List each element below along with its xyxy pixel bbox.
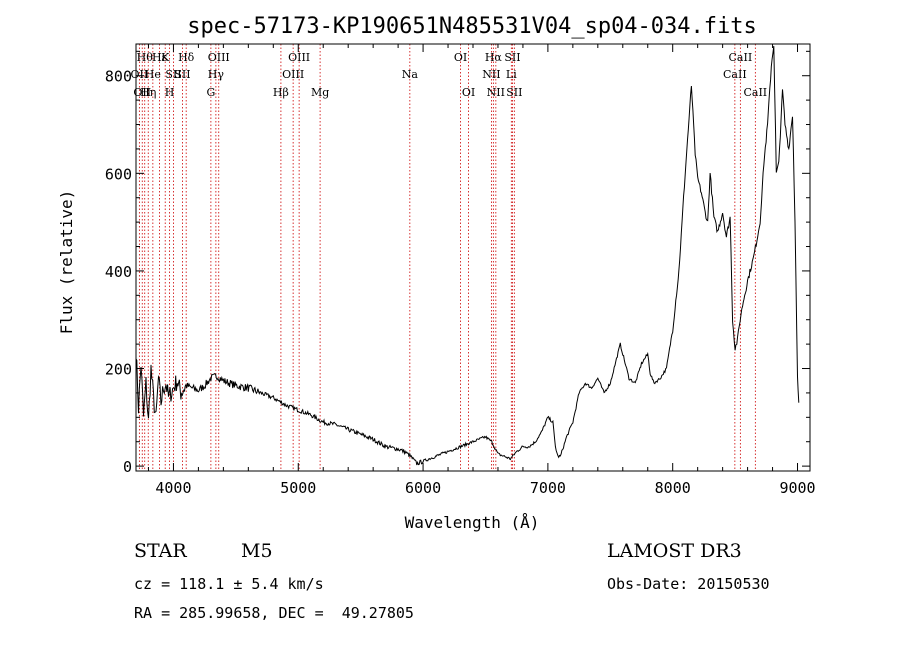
x-tick-label: 6000 [405,479,441,497]
line-marker-label: OI [454,51,467,64]
x-tick-label: 5000 [280,479,316,497]
y-tick-label: 0 [123,458,132,476]
line-marker-label: OII [131,68,149,81]
line-marker-label: SII [165,68,181,81]
line-marker-label: Na [402,68,419,81]
x-tick-label: 9000 [779,479,815,497]
coordinates: RA = 285.99658, DEC = 49.27805 [134,604,414,622]
line-marker-label: He [145,68,161,81]
line-marker-label: Hθ [137,51,154,64]
line-marker-label: Hα [485,51,503,64]
y-tick-label: 800 [105,68,132,86]
line-marker-label: Hδ [178,51,195,64]
y-tick-label: 600 [105,165,132,183]
y-tick-label: 200 [105,361,132,379]
x-axis-label: Wavelength (Å) [405,513,540,532]
object-type: STAR [134,540,187,562]
line-marker-label: SII [504,51,520,64]
x-tick-label: 7000 [530,479,566,497]
spectrum-layer [135,46,800,466]
line-marker-label: Mg [311,86,329,99]
line-marker-label: Hη [140,86,156,99]
line-marker-label: OIII [288,51,310,64]
line-marker-label: SII [174,68,190,81]
line-marker-label: SII [506,86,522,99]
line-marker-label: OIII [282,68,304,81]
line-marker-label: CaII [729,51,753,64]
line-marker-label: H [165,86,175,99]
line-marker-label: CaII [743,86,767,99]
y-axis-label: Flux (relative) [57,190,76,335]
line-markers [138,44,756,471]
line-marker-label: K [161,51,170,64]
line-marker-label: NII [487,86,505,99]
line-marker-label: Hβ [273,86,289,99]
line-marker-label: OI [462,86,475,99]
survey-name: LAMOST DR3 [607,540,742,562]
redshift-cz: cz = 118.1 ± 5.4 km/s [134,575,324,593]
plot-frame [135,43,811,472]
line-marker-labels: OIIOIIHθHηHeHεKHSIISIIHδGHγOIIIHβOIIIOII… [131,51,768,99]
spectrum-line [135,46,800,466]
observation-date: Obs-Date: 20150530 [607,575,770,593]
y-tick-label: 400 [105,263,132,281]
line-marker-label: G [206,86,215,99]
object-subclass: M5 [241,540,273,562]
axis-ticks: 4000 5000 6000 7000 8000 9000 0 200 400 600 800 [105,44,816,497]
line-marker-label: NII [482,68,500,81]
line-marker-label: Hγ [208,68,225,81]
line-marker-label: Hε [152,51,168,64]
line-marker-label: CaII [723,68,747,81]
chart-title: spec-57173-KP190651N485531V04_sp04-034.f… [187,14,757,39]
x-tick-label: 8000 [655,479,691,497]
line-marker-label: Li [506,68,517,81]
line-marker-label: OII [133,86,151,99]
line-marker-label: OIII [208,51,230,64]
x-tick-label: 4000 [155,479,191,497]
